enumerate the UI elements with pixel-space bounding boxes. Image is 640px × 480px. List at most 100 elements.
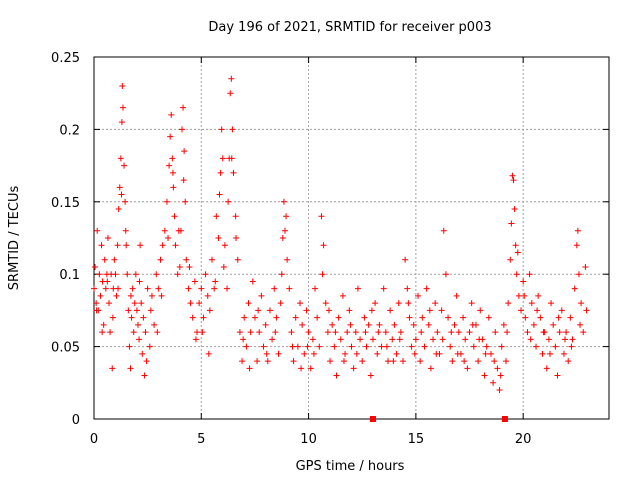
data-point xyxy=(172,242,179,249)
data-point xyxy=(106,300,113,307)
data-point xyxy=(412,336,419,343)
data-point xyxy=(260,343,267,350)
data-point xyxy=(410,321,417,328)
data-point xyxy=(527,336,534,343)
data-point xyxy=(192,336,199,343)
data-point xyxy=(309,336,316,343)
data-point xyxy=(119,104,126,111)
data-point xyxy=(249,278,256,285)
data-point xyxy=(365,321,372,328)
data-point xyxy=(245,300,252,307)
data-point xyxy=(141,372,148,379)
data-point xyxy=(206,307,213,314)
data-point xyxy=(491,358,498,365)
data-point xyxy=(393,350,400,357)
data-point xyxy=(453,292,460,299)
data-point xyxy=(228,75,235,82)
data-point xyxy=(212,278,219,285)
data-point xyxy=(99,329,106,336)
data-point xyxy=(510,177,517,184)
data-point xyxy=(470,343,477,350)
data-point xyxy=(109,314,116,321)
data-point xyxy=(126,343,133,350)
data-point xyxy=(331,343,338,350)
data-point xyxy=(324,329,331,336)
data-point xyxy=(419,314,426,321)
data-point xyxy=(382,329,389,336)
data-point xyxy=(460,314,467,321)
data-point xyxy=(426,307,433,314)
data-point xyxy=(485,314,492,321)
data-point xyxy=(280,198,287,205)
data-point xyxy=(368,307,375,314)
data-point xyxy=(136,336,143,343)
data-point xyxy=(215,235,222,241)
data-point xyxy=(483,343,490,350)
data-point xyxy=(159,242,166,249)
data-point xyxy=(389,336,396,343)
data-point xyxy=(225,198,232,205)
x-tick-label: 15 xyxy=(408,432,425,447)
data-point xyxy=(505,300,512,307)
data-point xyxy=(117,155,124,162)
data-point xyxy=(357,336,364,343)
data-point xyxy=(432,300,439,307)
data-point xyxy=(421,343,428,350)
data-point xyxy=(387,307,394,314)
data-point xyxy=(168,111,175,118)
data-point xyxy=(406,314,413,321)
x-tick-label: 0 xyxy=(90,432,98,447)
data-point xyxy=(112,271,119,278)
data-point xyxy=(98,242,105,249)
data-point xyxy=(102,285,109,292)
data-point xyxy=(229,126,236,133)
data-point xyxy=(530,321,537,328)
data-point xyxy=(189,314,196,321)
data-point xyxy=(537,314,544,321)
data-point xyxy=(303,307,310,314)
data-point xyxy=(425,321,432,328)
data-point xyxy=(540,329,547,336)
data-point xyxy=(116,184,123,191)
data-point xyxy=(400,358,406,365)
data-point xyxy=(543,365,550,372)
y-tick-labels: 0 0.05 0.1 0.15 0.2 0.25 xyxy=(51,51,80,428)
data-point xyxy=(142,329,149,336)
data-point xyxy=(350,365,357,372)
data-point xyxy=(93,300,100,307)
data-point xyxy=(273,314,280,321)
data-point xyxy=(298,365,305,372)
data-point xyxy=(199,329,206,336)
data-point xyxy=(481,372,488,379)
data-point xyxy=(305,329,312,336)
data-point xyxy=(512,242,519,249)
x-tick-label: 20 xyxy=(515,432,532,447)
data-point xyxy=(216,191,223,198)
data-point xyxy=(550,321,557,328)
data-point xyxy=(153,271,160,278)
data-point xyxy=(539,350,546,357)
data-point xyxy=(233,235,240,241)
data-point xyxy=(569,336,576,343)
data-point xyxy=(396,336,403,343)
axis-marker xyxy=(369,416,376,422)
plot-frame xyxy=(93,56,610,420)
data-point xyxy=(202,271,209,278)
data-point xyxy=(211,285,218,292)
data-point xyxy=(107,329,114,336)
data-point xyxy=(438,307,445,314)
data-point xyxy=(497,372,504,379)
axis-ticks xyxy=(93,56,609,420)
data-point xyxy=(130,329,137,336)
data-point xyxy=(178,126,185,133)
data-point xyxy=(352,329,359,336)
data-point xyxy=(430,336,437,343)
data-point xyxy=(464,365,471,372)
data-point xyxy=(234,256,241,263)
data-point xyxy=(115,285,122,292)
data-point xyxy=(139,350,146,357)
data-point xyxy=(251,314,258,321)
data-point xyxy=(255,307,262,314)
data-point xyxy=(104,235,111,241)
